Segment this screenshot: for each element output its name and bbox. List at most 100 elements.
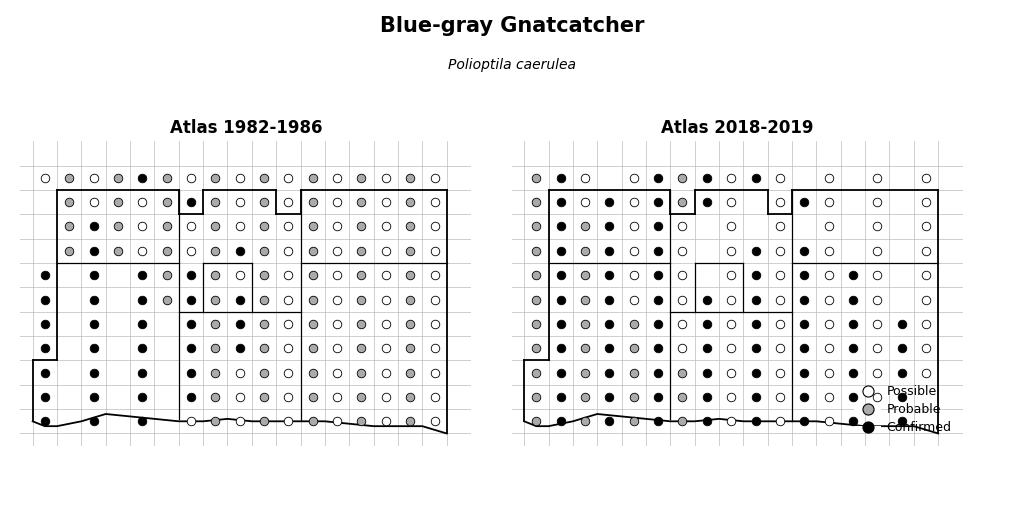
- Point: [182, 368, 199, 377]
- Point: [772, 417, 788, 425]
- Point: [577, 271, 593, 279]
- Point: [134, 344, 151, 353]
- Point: [748, 296, 764, 304]
- Point: [918, 222, 934, 231]
- Point: [231, 368, 248, 377]
- Point: [281, 271, 297, 279]
- Title: Atlas 2018-2019: Atlas 2018-2019: [662, 119, 813, 137]
- Point: [577, 296, 593, 304]
- Point: [159, 198, 175, 206]
- Point: [528, 173, 545, 182]
- Point: [329, 198, 345, 206]
- Point: [723, 173, 739, 182]
- Point: [61, 198, 78, 206]
- Point: [553, 198, 569, 206]
- Point: [869, 222, 886, 231]
- Point: [528, 247, 545, 255]
- Point: [601, 271, 617, 279]
- Point: [723, 368, 739, 377]
- Point: [134, 296, 151, 304]
- Point: [85, 368, 101, 377]
- Point: [353, 320, 370, 328]
- Point: [85, 222, 101, 231]
- Point: [37, 173, 53, 182]
- Point: [723, 271, 739, 279]
- Point: [698, 368, 715, 377]
- Point: [845, 320, 861, 328]
- Point: [601, 393, 617, 401]
- Point: [426, 393, 442, 401]
- Point: [256, 173, 272, 182]
- Text: Blue-gray Gnatcatcher: Blue-gray Gnatcatcher: [380, 16, 644, 36]
- Point: [61, 247, 78, 255]
- Point: [577, 393, 593, 401]
- Point: [402, 417, 419, 425]
- Point: [577, 198, 593, 206]
- Point: [748, 247, 764, 255]
- Point: [698, 173, 715, 182]
- Point: [553, 173, 569, 182]
- Point: [402, 198, 419, 206]
- Point: [869, 247, 886, 255]
- Point: [601, 344, 617, 353]
- Point: [698, 198, 715, 206]
- Point: [378, 393, 394, 401]
- Point: [353, 222, 370, 231]
- Point: [626, 296, 642, 304]
- Point: [329, 393, 345, 401]
- Point: [626, 222, 642, 231]
- Point: [626, 368, 642, 377]
- Point: [37, 393, 53, 401]
- Point: [85, 417, 101, 425]
- Point: [601, 417, 617, 425]
- Point: [553, 247, 569, 255]
- Point: [772, 198, 788, 206]
- Point: [820, 173, 837, 182]
- Point: [845, 368, 861, 377]
- Point: [918, 271, 934, 279]
- Point: [231, 296, 248, 304]
- Point: [723, 198, 739, 206]
- Point: [85, 173, 101, 182]
- Point: [869, 393, 886, 401]
- Point: [256, 417, 272, 425]
- Point: [820, 296, 837, 304]
- Point: [748, 368, 764, 377]
- Point: [723, 417, 739, 425]
- Point: [601, 247, 617, 255]
- Point: [353, 173, 370, 182]
- Point: [577, 344, 593, 353]
- Point: [650, 222, 667, 231]
- Point: [207, 368, 223, 377]
- Point: [353, 344, 370, 353]
- Point: [256, 296, 272, 304]
- Point: [869, 173, 886, 182]
- Point: [577, 247, 593, 255]
- Point: [134, 222, 151, 231]
- Point: [134, 198, 151, 206]
- Point: [894, 320, 910, 328]
- Point: [182, 393, 199, 401]
- Point: [304, 296, 321, 304]
- Point: [110, 247, 126, 255]
- Point: [37, 296, 53, 304]
- Point: [110, 198, 126, 206]
- Point: [674, 393, 690, 401]
- Point: [577, 173, 593, 182]
- Point: [256, 198, 272, 206]
- Point: [674, 296, 690, 304]
- Point: [207, 320, 223, 328]
- Point: [869, 320, 886, 328]
- Point: [796, 247, 812, 255]
- Point: [796, 393, 812, 401]
- Point: [402, 368, 419, 377]
- Point: [674, 320, 690, 328]
- Point: [231, 417, 248, 425]
- Point: [626, 344, 642, 353]
- Point: [820, 320, 837, 328]
- Point: [402, 271, 419, 279]
- Point: [796, 417, 812, 425]
- Point: [577, 222, 593, 231]
- Point: [894, 393, 910, 401]
- Point: [378, 320, 394, 328]
